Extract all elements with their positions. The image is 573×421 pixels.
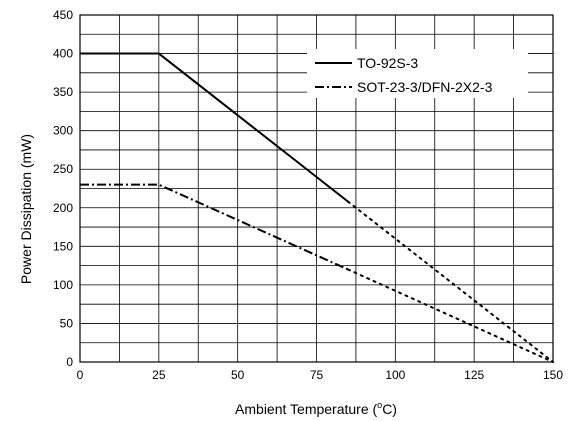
x-tick-label: 150 xyxy=(543,368,563,382)
x-axis-title-degree: o xyxy=(377,400,382,410)
y-tick-label: 100 xyxy=(53,278,73,292)
series-line-sot23 xyxy=(80,183,349,271)
legend-label-sot23: SOT-23-3/DFN-2X2-3 xyxy=(357,79,493,95)
series-extension-sot23 xyxy=(347,268,554,363)
x-tick-label: 50 xyxy=(231,368,245,382)
y-tick-label: 400 xyxy=(53,47,73,61)
x-axis-title-prefix: Ambient Temperature ( xyxy=(235,401,377,417)
x-axis-title: Ambient Temperature (oC) xyxy=(235,400,397,417)
x-tick-label: 100 xyxy=(385,368,405,382)
y-tick-label: 0 xyxy=(66,355,73,369)
y-tick-label: 250 xyxy=(53,162,73,176)
y-tick-label: 50 xyxy=(60,316,74,330)
y-tick-label: 350 xyxy=(53,85,73,99)
series-lines xyxy=(80,52,554,363)
x-tick-label: 25 xyxy=(152,368,166,382)
plot-frame xyxy=(79,14,554,363)
y-tick-label: 150 xyxy=(53,239,73,253)
y-tick-label: 200 xyxy=(53,201,73,215)
legend: TO-92S-3 SOT-23-3/DFN-2X2-3 xyxy=(307,49,528,98)
x-tick-label: 125 xyxy=(464,368,484,382)
legend-box xyxy=(307,49,528,98)
x-tick-label: 0 xyxy=(77,368,84,382)
series-extension-to92s3 xyxy=(347,200,554,363)
x-axis-title-suffix: C) xyxy=(382,401,397,417)
series-line-to92s3 xyxy=(80,52,349,203)
y-tick-labels: 0 50 100 150 200 250 300 350 400 450 xyxy=(53,8,73,369)
y-tick-label: 300 xyxy=(53,124,73,138)
x-tick-label: 75 xyxy=(310,368,324,382)
y-axis-title: Power Dissipation (mW) xyxy=(18,134,34,284)
y-tick-label: 450 xyxy=(53,8,73,22)
x-tick-labels: 0 25 50 75 100 125 150 xyxy=(77,368,564,382)
legend-label-to92s3: TO-92S-3 xyxy=(357,55,418,71)
